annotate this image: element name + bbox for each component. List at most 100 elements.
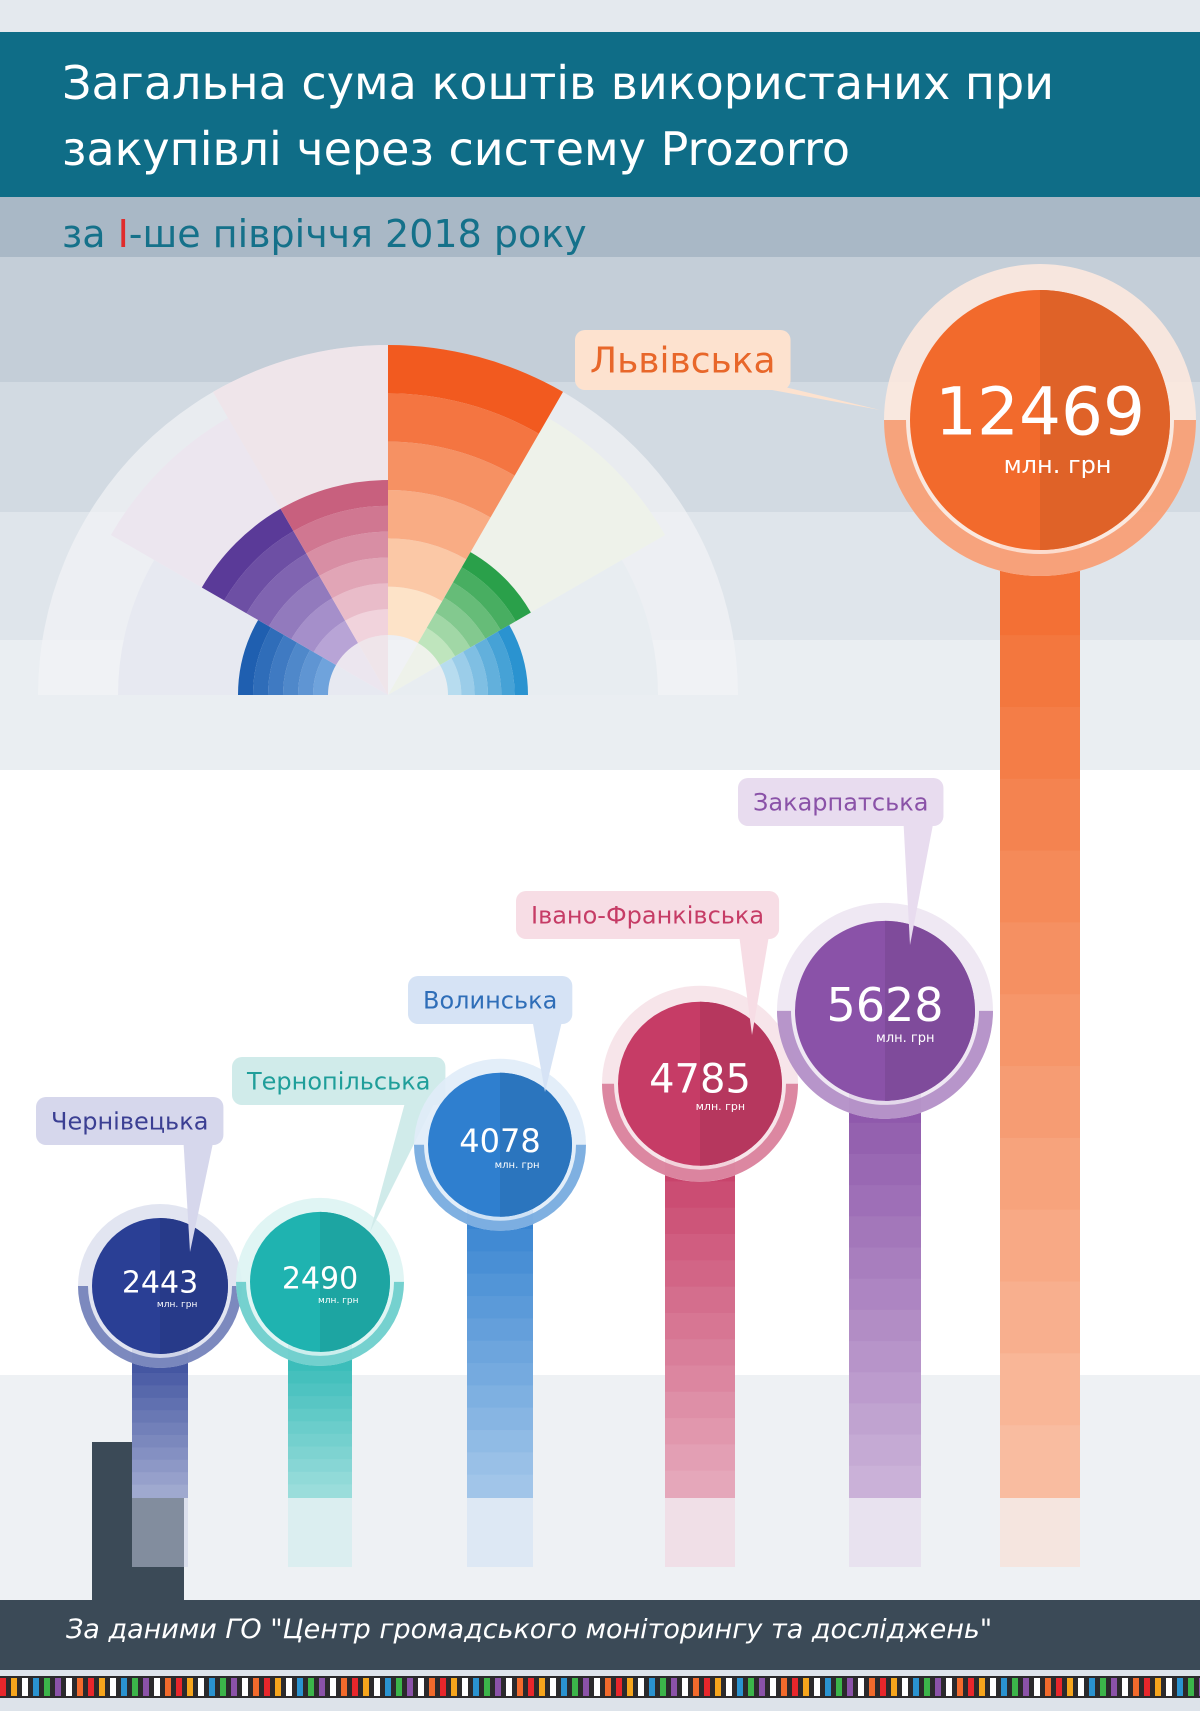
- fan-segment: [298, 650, 324, 695]
- stripe: [209, 1678, 215, 1696]
- bar-stem-strip: [288, 1446, 352, 1461]
- fan-segment: [388, 441, 515, 518]
- stripe: [1078, 1678, 1084, 1696]
- stripe: [572, 1678, 578, 1696]
- fan-segment: [453, 567, 516, 630]
- fan-segment: [418, 627, 456, 665]
- bar-value: 5628: [826, 978, 943, 1032]
- stripe: [847, 1678, 853, 1696]
- stripe: [1100, 1678, 1106, 1696]
- bar-stem-strip: [665, 1260, 735, 1288]
- bar-head-shade: [1040, 290, 1170, 550]
- decorative-fan: [0, 345, 1200, 700]
- bar-stem-strip: [467, 1296, 533, 1320]
- stripe: [539, 1678, 545, 1696]
- bar-reflection: [1000, 1497, 1080, 1567]
- bar-stem-strip: [665, 1233, 735, 1262]
- stripe: [495, 1678, 501, 1696]
- stripe: [561, 1678, 567, 1696]
- bar-stem-strip: [1000, 1353, 1080, 1427]
- bar-stem-strip: [665, 1207, 735, 1235]
- bar-ring-lower: [414, 1144, 586, 1231]
- fan-segment: [246, 553, 320, 627]
- bar-stem-strip: [132, 1484, 188, 1498]
- bar-stem-strip: [132, 1447, 188, 1461]
- bar-stem-strip: [849, 1153, 921, 1187]
- stripe: [506, 1678, 512, 1696]
- bar-stem-strip: [849, 1278, 921, 1311]
- bar-stem-strip: [1000, 994, 1080, 1068]
- stripe: [781, 1678, 787, 1696]
- bar-unit: млн. грн: [157, 1300, 198, 1310]
- stripe: [1045, 1678, 1051, 1696]
- bar-reflection: [288, 1497, 352, 1567]
- stripe: [946, 1678, 952, 1696]
- fan-segment: [238, 620, 272, 695]
- category-label: Чернівецька: [51, 1107, 208, 1135]
- bar-unit: млн. грн: [876, 1031, 934, 1046]
- bar-head-shade: [700, 1001, 782, 1166]
- label-bubble: [516, 891, 780, 939]
- bar-stem-strip: [1000, 635, 1080, 708]
- bar-stem-strip: [849, 1309, 921, 1343]
- stripe: [671, 1678, 677, 1696]
- stripe: [638, 1678, 644, 1696]
- bar-stem-strip: [467, 1251, 533, 1275]
- label-bubble: [738, 778, 944, 826]
- stripe: [1177, 1678, 1183, 1696]
- stripe: [825, 1678, 831, 1696]
- bar-value: 2490: [282, 1262, 358, 1297]
- stripe: [484, 1678, 490, 1696]
- stripe: [121, 1678, 127, 1696]
- stripe: [979, 1678, 985, 1696]
- stripe: [869, 1678, 875, 1696]
- fan-segment: [283, 642, 311, 695]
- stripe: [66, 1678, 72, 1696]
- label-pointer: [903, 822, 934, 945]
- bar-stem-strip: [467, 1273, 533, 1298]
- stripe: [748, 1678, 754, 1696]
- bar-stem-strip: [132, 1385, 188, 1399]
- bar-unit: млн. грн: [495, 1160, 540, 1171]
- bar-stem-strip: [1000, 1137, 1080, 1211]
- stripe: [352, 1678, 358, 1696]
- bar-stem-strip: [467, 1229, 533, 1253]
- stripe: [341, 1678, 347, 1696]
- category-label: Тернопільська: [246, 1067, 430, 1095]
- fan-segment: [474, 638, 502, 695]
- stripe: [1023, 1678, 1029, 1696]
- bar-head-shade: [885, 920, 976, 1101]
- bar-stem-strip: [467, 1340, 533, 1365]
- stripe: [715, 1678, 721, 1696]
- bar-stem-strip: [849, 1247, 921, 1280]
- stripe: [880, 1678, 886, 1696]
- stripe: [836, 1678, 842, 1696]
- bar-value: 2443: [122, 1266, 198, 1301]
- stripe: [11, 1678, 17, 1696]
- bar-stem-strip: [132, 1459, 188, 1474]
- stripe: [770, 1678, 776, 1696]
- stripe: [924, 1678, 930, 1696]
- bar-stem-strip: [849, 1403, 921, 1436]
- bar-stem-strip: [849, 1465, 921, 1498]
- stripe: [594, 1678, 600, 1696]
- stripe: [330, 1678, 336, 1696]
- stripe: [1133, 1678, 1139, 1696]
- stripe: [143, 1678, 149, 1696]
- stripe: [693, 1678, 699, 1696]
- fan-segment: [439, 658, 462, 695]
- stripe: [660, 1678, 666, 1696]
- fan-segment: [201, 508, 294, 601]
- bar-stem-strip: [132, 1422, 188, 1436]
- stripe: [913, 1678, 919, 1696]
- bar-ring-lower: [777, 1010, 993, 1119]
- bar-stem-strip: [849, 1216, 921, 1249]
- fan-segment: [497, 625, 528, 695]
- stripe: [1144, 1678, 1150, 1696]
- subtitle-suffix: -ше півріччя 2018 року: [128, 212, 587, 256]
- stripe: [242, 1678, 248, 1696]
- stripe: [429, 1678, 435, 1696]
- bar-ring-lower: [884, 420, 1196, 576]
